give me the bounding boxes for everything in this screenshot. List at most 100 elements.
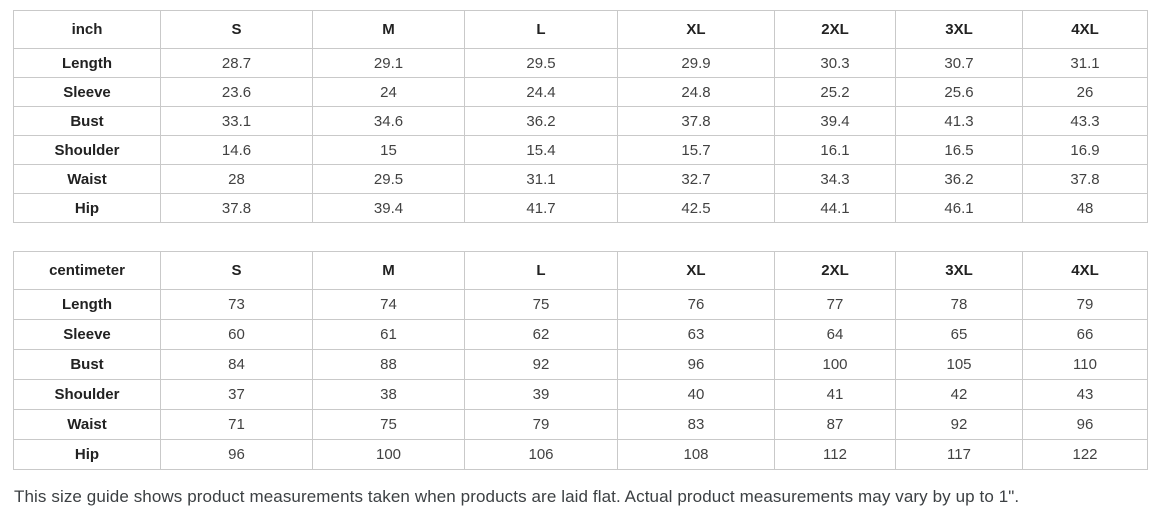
table-body: Length 28.7 29.1 29.5 29.9 30.3 30.7 31.1 Sleeve… — [13, 48, 1148, 223]
measurement-value-cell: 87 — [774, 409, 896, 440]
size-header-cell: 2XL — [774, 251, 896, 290]
measurement-value-cell: 37.8 — [617, 106, 775, 136]
measurement-value-cell: 63 — [617, 319, 775, 350]
measurement-value-cell: 30.7 — [895, 48, 1023, 78]
measurement-label-cell: Waist — [13, 409, 161, 440]
measurement-value-cell: 43 — [1022, 379, 1148, 410]
size-header-cell: 4XL — [1022, 251, 1148, 290]
size-header-cell: 4XL — [1022, 10, 1148, 49]
measurement-value-cell: 16.1 — [774, 135, 896, 165]
size-header-cell: S — [160, 10, 313, 49]
measurement-value-cell: 46.1 — [895, 193, 1023, 223]
measurement-label-cell: Bust — [13, 349, 161, 380]
measurement-value-cell: 42 — [895, 379, 1023, 410]
measurement-value-cell: 44.1 — [774, 193, 896, 223]
size-header-cell: 2XL — [774, 10, 896, 49]
size-guide-note: This size guide shows product measuremen… — [14, 487, 1020, 506]
measurement-value-cell: 88 — [312, 349, 465, 380]
measurement-value-cell: 84 — [160, 349, 313, 380]
table-row: Hip 96 100 106 108 112 117 122 — [13, 439, 1148, 470]
measurement-value-cell: 41.3 — [895, 106, 1023, 136]
size-header-cell: L — [464, 10, 618, 49]
measurement-label-cell: Length — [13, 48, 161, 78]
measurement-value-cell: 24.8 — [617, 77, 775, 107]
measurement-value-cell: 31.1 — [464, 164, 618, 194]
table-row: Length 73 74 75 76 77 78 79 — [13, 289, 1148, 320]
size-header-cell: XL — [617, 10, 775, 49]
measurement-value-cell: 108 — [617, 439, 775, 470]
measurement-value-cell: 30.3 — [774, 48, 896, 78]
measurement-value-cell: 16.9 — [1022, 135, 1148, 165]
measurement-value-cell: 28 — [160, 164, 313, 194]
measurement-value-cell: 38 — [312, 379, 465, 410]
measurement-value-cell: 78 — [895, 289, 1023, 320]
measurement-value-cell: 43.3 — [1022, 106, 1148, 136]
measurement-value-cell: 71 — [160, 409, 313, 440]
size-table-inch-section: inch S M L XL 2XL 3XL 4XL Length 28.7 29.1 29.5 29.9… — [13, 10, 1148, 223]
measurement-value-cell: 25.2 — [774, 77, 896, 107]
size-header-cell: 3XL — [895, 251, 1023, 290]
measurement-label-cell: Sleeve — [13, 319, 161, 350]
measurement-value-cell: 39.4 — [774, 106, 896, 136]
table-row: Bust 84 88 92 96 100 105 110 — [13, 349, 1148, 380]
measurement-value-cell: 77 — [774, 289, 896, 320]
measurement-value-cell: 26 — [1022, 77, 1148, 107]
measurement-value-cell: 39.4 — [312, 193, 465, 223]
size-table-centimeter: centimeter S M L XL 2XL 3XL 4XL Length 73 74 75 76 77… — [13, 251, 1148, 470]
table-row: Shoulder 37 38 39 40 41 42 43 — [13, 379, 1148, 410]
measurement-value-cell: 105 — [895, 349, 1023, 380]
measurement-value-cell: 37.8 — [160, 193, 313, 223]
measurement-value-cell: 24 — [312, 77, 465, 107]
measurement-value-cell: 79 — [1022, 289, 1148, 320]
measurement-value-cell: 37 — [160, 379, 313, 410]
measurement-value-cell: 75 — [464, 289, 618, 320]
measurement-label-cell: Waist — [13, 164, 161, 194]
table-header: centimeter S M L XL 2XL 3XL 4XL — [13, 251, 1148, 290]
size-header-cell: S — [160, 251, 313, 290]
table-body: Length 73 74 75 76 77 78 79 Sleeve 60 61 62 63 64 65 66… — [13, 289, 1148, 470]
measurement-label-cell: Hip — [13, 439, 161, 470]
measurement-value-cell: 100 — [312, 439, 465, 470]
size-header-cell: XL — [617, 251, 775, 290]
size-header-cell: M — [312, 10, 465, 49]
header-row: inch S M L XL 2XL 3XL 4XL — [13, 10, 1148, 49]
measurement-value-cell: 60 — [160, 319, 313, 350]
measurement-value-cell: 36.2 — [895, 164, 1023, 194]
measurement-value-cell: 39 — [464, 379, 618, 410]
table-row: Bust 33.1 34.6 36.2 37.8 39.4 41.3 43.3 — [13, 106, 1148, 136]
measurement-value-cell: 15.7 — [617, 135, 775, 165]
table-row: Waist 71 75 79 83 87 92 96 — [13, 409, 1148, 440]
measurement-value-cell: 74 — [312, 289, 465, 320]
measurement-value-cell: 34.3 — [774, 164, 896, 194]
measurement-value-cell: 48 — [1022, 193, 1148, 223]
measurement-value-cell: 96 — [1022, 409, 1148, 440]
table-row: Shoulder 14.6 15 15.4 15.7 16.1 16.5 16.9 — [13, 135, 1148, 165]
measurement-value-cell: 14.6 — [160, 135, 313, 165]
measurement-value-cell: 100 — [774, 349, 896, 380]
header-row: centimeter S M L XL 2XL 3XL 4XL — [13, 251, 1148, 290]
size-guide: inch S M L XL 2XL 3XL 4XL Length 28.7 29.1 29.5 29.9… — [13, 10, 1148, 470]
measurement-value-cell: 112 — [774, 439, 896, 470]
measurement-value-cell: 96 — [160, 439, 313, 470]
measurement-value-cell: 25.6 — [895, 77, 1023, 107]
measurement-value-cell: 33.1 — [160, 106, 313, 136]
measurement-value-cell: 110 — [1022, 349, 1148, 380]
measurement-label-cell: Shoulder — [13, 135, 161, 165]
measurement-value-cell: 24.4 — [464, 77, 618, 107]
table-row: Sleeve 23.6 24 24.4 24.8 25.2 25.6 26 — [13, 77, 1148, 107]
measurement-value-cell: 29.9 — [617, 48, 775, 78]
measurement-value-cell: 37.8 — [1022, 164, 1148, 194]
measurement-value-cell: 76 — [617, 289, 775, 320]
measurement-label-cell: Length — [13, 289, 161, 320]
measurement-value-cell: 29.5 — [464, 48, 618, 78]
table-row: Length 28.7 29.1 29.5 29.9 30.3 30.7 31.1 — [13, 48, 1148, 78]
table-row: Waist 28 29.5 31.1 32.7 34.3 36.2 37.8 — [13, 164, 1148, 194]
measurement-value-cell: 83 — [617, 409, 775, 440]
table-row: Hip 37.8 39.4 41.7 42.5 44.1 46.1 48 — [13, 193, 1148, 223]
measurement-value-cell: 23.6 — [160, 77, 313, 107]
size-header-cell: M — [312, 251, 465, 290]
measurement-label-cell: Hip — [13, 193, 161, 223]
measurement-value-cell: 92 — [464, 349, 618, 380]
measurement-value-cell: 66 — [1022, 319, 1148, 350]
